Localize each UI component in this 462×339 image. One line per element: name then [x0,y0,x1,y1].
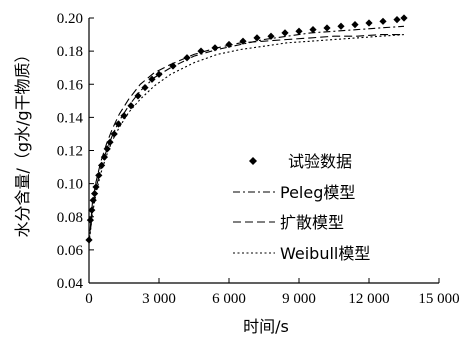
y-tick-label: 0.14 [57,110,84,126]
legend-marker [249,157,257,165]
data-point-marker [86,216,94,224]
x-tick-label: 12 000 [348,291,389,307]
data-point-marker [141,83,149,92]
data-point-marker [95,171,103,179]
plot-markers [85,14,408,244]
y-tick-label: 0.04 [57,276,84,292]
y-tick-label: 0.18 [57,44,83,60]
data-point-marker [365,19,373,27]
x-tick-label: 0 [85,291,93,307]
x-tick-label: 6 000 [212,291,246,307]
x-tick-label: 15 000 [418,291,459,307]
series-line-3 [88,34,405,244]
data-point-marker [183,54,191,62]
y-tick-label: 0.12 [57,144,83,160]
data-point-marker [92,183,100,191]
x-axis-title: 时间/s [243,317,289,336]
data-point-marker [89,196,97,204]
data-point-marker [148,75,156,83]
data-point-marker [134,92,142,100]
data-point-marker [127,102,135,110]
data-point-marker [100,153,108,161]
ticks: 0.04 0.06 0.08 0.10 0.12 0.14 0.16 0.18 0.20 0 3 0… [57,11,460,307]
plot-lines [88,25,405,244]
data-point-marker [120,112,128,120]
data-point-marker [323,24,331,32]
data-point-marker [253,34,261,42]
data-point-marker [379,17,387,25]
legend-label: Peleg模型 [280,183,355,202]
legend-label: Weibull模型 [280,244,370,263]
data-point-marker [309,25,317,34]
data-point-marker [110,130,118,138]
y-tick-label: 0.16 [57,77,84,93]
y-tick-label: 0.20 [57,11,83,27]
data-point-marker [114,120,122,128]
legend-label: 扩散模型 [280,213,344,232]
data-point-marker [400,14,408,22]
data-point-marker [88,206,96,214]
data-point-marker [98,161,106,170]
data-point-marker [267,32,275,40]
data-point-marker [197,47,205,55]
data-point-marker [103,145,111,153]
data-point-marker [337,22,345,30]
series-line-1 [88,25,405,244]
y-tick-label: 0.10 [57,177,83,193]
y-tick-label: 0.08 [57,210,83,226]
y-axis-title: 水分含量/（g水/g干物质） [13,46,32,237]
data-point-marker [393,16,401,24]
data-point-marker [211,44,219,52]
legend-label: 试验数据 [288,152,352,171]
data-point-marker [91,189,99,198]
x-tick-label: 3 000 [142,291,176,307]
data-point-marker [239,37,247,45]
y-tick-label: 0.06 [57,243,84,259]
data-point-marker [281,29,289,37]
axes [88,18,439,284]
data-point-marker [106,138,114,146]
x-tick-label: 9 000 [282,291,316,307]
series-line-2 [88,34,404,244]
data-point-marker [225,40,233,49]
data-point-marker [295,27,303,35]
data-point-marker [351,21,359,29]
data-point-marker [155,70,163,78]
data-point-marker [169,62,177,70]
